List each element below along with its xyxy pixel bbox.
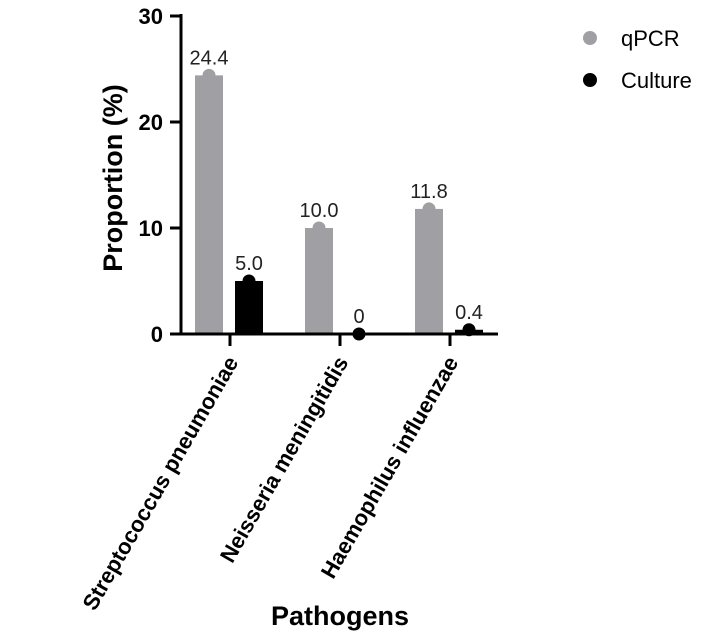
legend-marker-qpcr [583, 31, 597, 45]
data-label-qpcr-2: 11.8 [410, 181, 447, 203]
x-tick-label: Neisseria meningitidis [215, 352, 353, 567]
point-culture-0 [242, 274, 256, 288]
y-tick-label: 30 [139, 4, 163, 29]
data-label-culture-1: 0 [353, 306, 364, 328]
y-axis-title: Proportion (%) [98, 84, 128, 271]
plot-area: 24.4 10.0 11.8 5.0 0 0.4 [190, 47, 483, 341]
bar-qpcr-2 [415, 208, 443, 334]
y-tick-label: 20 [139, 110, 163, 135]
bar-qpcr-1 [305, 228, 333, 334]
legend-label-culture: Culture [621, 68, 692, 93]
bar-qpcr-0 [195, 75, 223, 335]
legend: qPCR Culture [583, 26, 692, 93]
data-label-culture-2: 0.4 [455, 302, 483, 324]
x-tick-label: Streptococcus pneumoniae [77, 352, 243, 614]
legend-marker-culture [583, 73, 597, 87]
point-qpcr-2 [422, 202, 436, 216]
y-tick-label: 0 [151, 322, 163, 347]
point-qpcr-0 [202, 68, 216, 82]
point-qpcr-1 [312, 221, 326, 235]
data-label-culture-0: 5.0 [235, 253, 263, 275]
axes [179, 14, 498, 336]
legend-label-qpcr: qPCR [621, 26, 680, 51]
x-axis-title: Pathogens [271, 601, 409, 631]
y-ticks: 0 10 20 30 [139, 4, 181, 347]
y-tick-label: 10 [139, 216, 163, 241]
bar-culture-0 [235, 281, 263, 334]
data-label-qpcr-0: 24.4 [190, 47, 229, 69]
data-label-qpcr-1: 10.0 [300, 200, 339, 222]
